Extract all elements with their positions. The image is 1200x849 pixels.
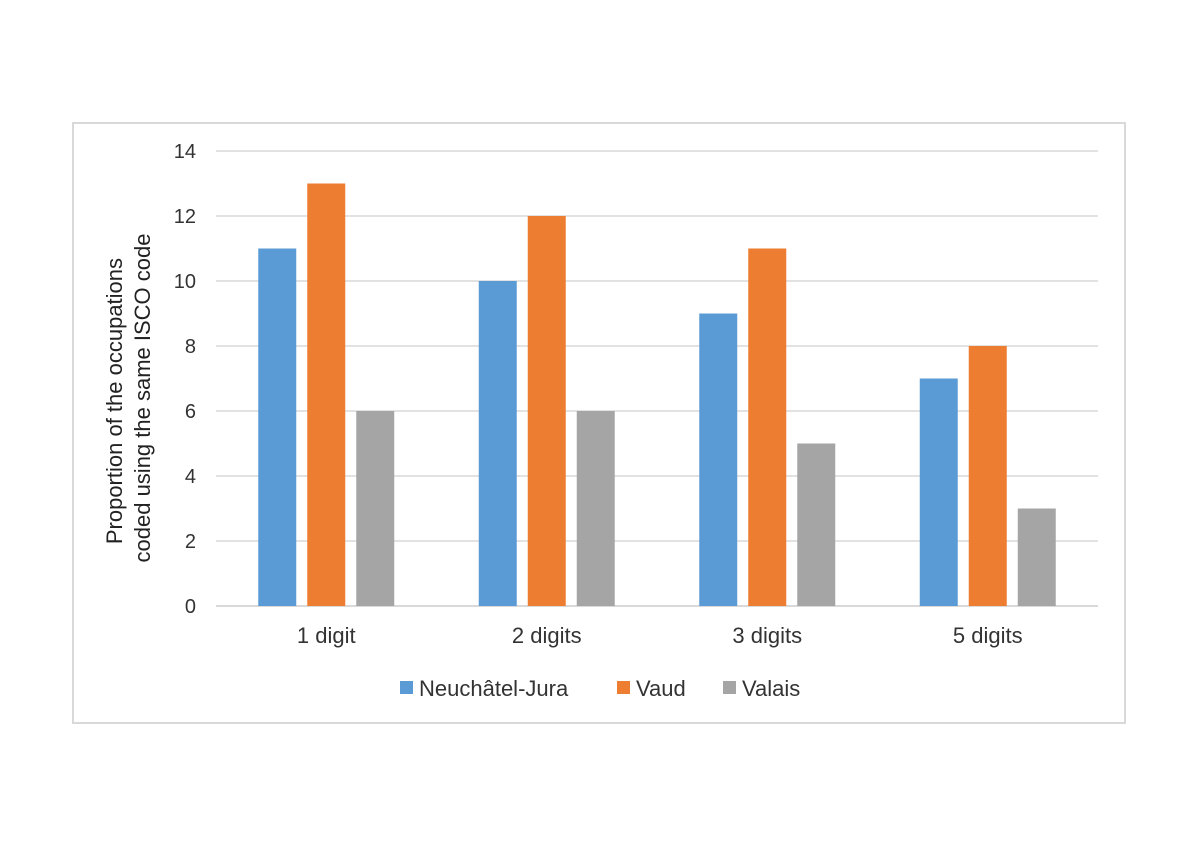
legend-label: Valais [742,676,800,701]
bar-valais-0 [356,411,395,606]
y-tick-label: 10 [174,271,196,293]
y-tick-label: 4 [185,466,196,488]
legend-swatch-neuch-tel-jura [400,681,413,694]
y-axis-title: Proportion of the occupations coded usin… [102,234,155,563]
y-tick-label: 14 [174,141,196,163]
y-axis-title-line-2: coded using the same ISCO code [130,234,155,563]
category-label: 3 digits [732,623,802,648]
legend: Neuchâtel-Jura Vaud Valais [400,676,800,701]
bar-neuch-tel-jura-1 [478,281,517,606]
bar-vaud-2 [748,248,787,606]
bar-neuch-tel-jura-0 [258,248,297,606]
bar-valais-2 [797,443,836,606]
category-label: 5 digits [953,623,1023,648]
y-tick-label: 6 [185,401,196,423]
bar-valais-1 [576,411,615,606]
category-label: 2 digits [512,623,582,648]
bar-vaud-3 [968,346,1007,606]
category-labels: 1 digit 2 digits 3 digits 5 digits [297,623,1023,648]
bar-neuch-tel-jura-3 [919,378,958,606]
legend-label: Neuchâtel-Jura [419,676,569,701]
gridlines [216,150,1098,607]
bar-neuch-tel-jura-2 [699,313,738,606]
category-label: 1 digit [297,623,356,648]
legend-swatch-valais [723,681,736,694]
y-tick-label: 2 [185,531,196,553]
y-tick-label: 0 [185,596,196,618]
bar-valais-3 [1017,508,1056,606]
y-axis-title-line-1: Proportion of the occupations [102,258,127,544]
legend-label: Vaud [636,676,686,701]
bar-vaud-1 [527,216,566,606]
y-tick-labels: 0 2 4 6 8 10 12 14 [174,141,196,618]
y-tick-label: 12 [174,206,196,228]
y-tick-label: 8 [185,336,196,358]
legend-swatch-vaud [617,681,630,694]
bars [258,183,1056,606]
bar-vaud-0 [307,183,346,606]
